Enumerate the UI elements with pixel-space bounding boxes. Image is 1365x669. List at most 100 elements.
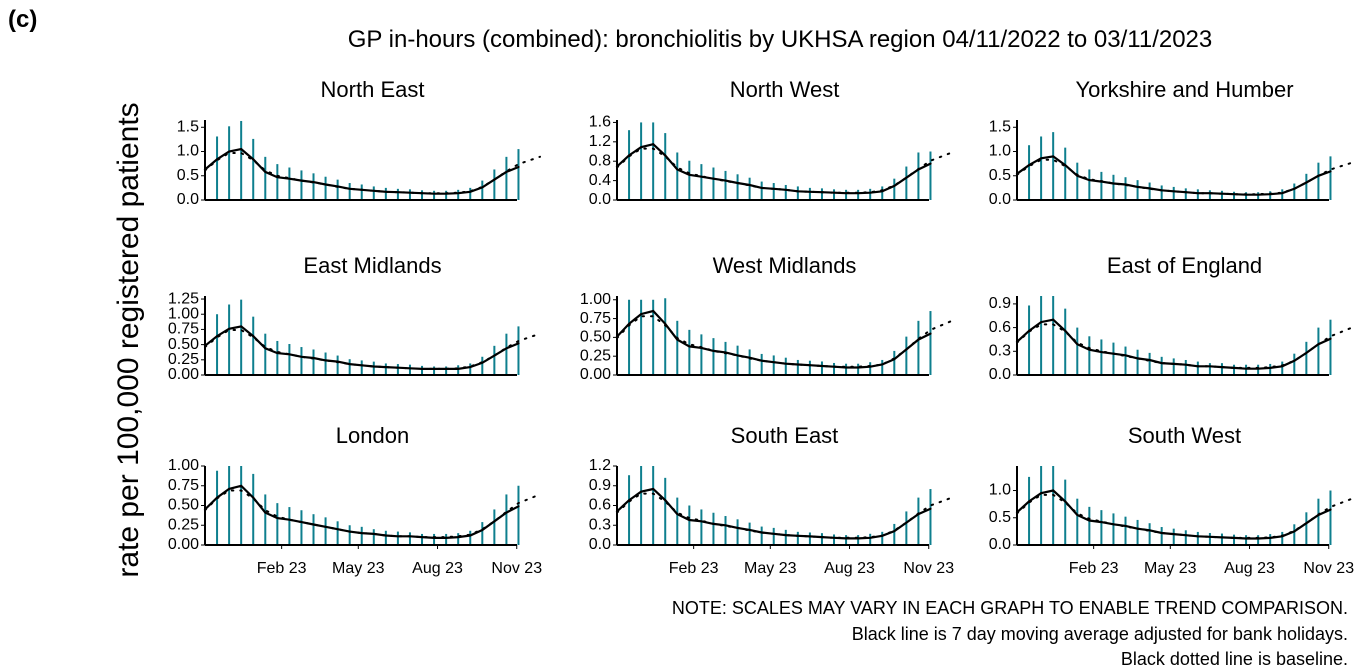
bar	[784, 184, 787, 200]
bar	[652, 122, 655, 200]
x-tick-label: Nov 23	[903, 560, 954, 577]
bar	[481, 180, 484, 200]
bar	[505, 494, 508, 545]
baseline-line	[204, 329, 541, 370]
bar	[881, 531, 884, 545]
bar	[384, 187, 387, 200]
bar	[676, 497, 679, 545]
bar	[1112, 513, 1115, 545]
y-tick-label: 0.00	[580, 366, 611, 383]
y-tick-label: 1.0	[177, 143, 199, 160]
bar	[688, 329, 691, 375]
bar	[1100, 171, 1103, 200]
average-line	[615, 142, 932, 195]
bar	[324, 352, 327, 375]
bar	[481, 522, 484, 545]
bar	[264, 156, 267, 200]
bar	[1088, 169, 1091, 200]
bar	[1100, 510, 1103, 545]
y-tick-label: 1.5	[989, 118, 1011, 135]
bar	[1233, 534, 1236, 545]
bar	[784, 529, 787, 545]
bar	[312, 173, 315, 200]
baseline-line	[1016, 493, 1353, 539]
bar	[1317, 327, 1320, 375]
panel-title: London	[336, 423, 409, 448]
bar	[736, 345, 739, 375]
bar	[1136, 519, 1139, 545]
bar	[1245, 192, 1248, 200]
y-tick-label: 1.0	[989, 143, 1011, 160]
bar	[421, 533, 424, 545]
bar	[772, 527, 775, 545]
bar	[772, 183, 775, 200]
baseline-line	[616, 315, 953, 368]
bar	[796, 186, 799, 200]
bar	[517, 326, 520, 375]
bar	[893, 350, 896, 375]
bar	[1293, 524, 1296, 545]
bar	[1172, 528, 1175, 545]
bar	[796, 531, 799, 545]
y-tick-label: 0.75	[168, 477, 199, 494]
panel-title: East Midlands	[303, 253, 441, 278]
bar	[808, 532, 811, 545]
bar	[1160, 356, 1163, 375]
y-tick-label: 0.25	[168, 351, 199, 368]
average-line	[615, 487, 932, 540]
bar	[1208, 190, 1211, 200]
bar	[1160, 185, 1163, 200]
bar	[1281, 361, 1284, 375]
y-tick-label: 0.00	[168, 536, 199, 553]
x-tick-label: Nov 23	[1303, 560, 1354, 577]
bar	[736, 519, 739, 545]
bar	[1064, 479, 1067, 545]
y-tick-label: 1.00	[168, 457, 199, 474]
bar	[1317, 162, 1320, 200]
y-tick-label: 1.5	[177, 118, 199, 135]
bar	[457, 365, 460, 375]
bar	[700, 164, 703, 200]
y-tick-label: 0.3	[589, 516, 611, 533]
bar	[384, 363, 387, 375]
bar	[845, 535, 848, 545]
bar	[676, 152, 679, 200]
y-tick-label: 0.50	[168, 497, 199, 514]
bar	[869, 188, 872, 200]
bar	[505, 156, 508, 200]
bar	[360, 184, 363, 200]
bar	[1160, 527, 1163, 545]
bar	[240, 466, 243, 545]
y-tick-label: 0.0	[589, 536, 611, 553]
x-tick-label: May 23	[1144, 560, 1197, 577]
bar	[893, 523, 896, 545]
bar	[1040, 466, 1043, 545]
bar	[1196, 361, 1199, 375]
bar	[433, 533, 436, 545]
y-tick-label: 0.0	[989, 191, 1011, 208]
bar	[288, 507, 291, 545]
bar	[445, 190, 448, 200]
y-tick-label: 0.9	[989, 295, 1011, 312]
y-tick-label: 1.6	[589, 114, 611, 131]
bar	[372, 529, 375, 545]
y-tick-label: 1.0	[989, 482, 1011, 499]
bar	[652, 299, 655, 375]
x-tick-label: Feb 23	[257, 560, 307, 577]
bar	[869, 533, 872, 545]
bar	[845, 363, 848, 375]
bar	[1172, 358, 1175, 375]
bar	[517, 485, 520, 545]
bar	[1088, 336, 1091, 375]
x-tick-label: May 23	[332, 560, 385, 577]
bar	[276, 503, 279, 545]
bar	[469, 363, 472, 375]
bar	[276, 164, 279, 200]
y-tick-label: 0.75	[580, 310, 611, 327]
y-tick-label: 0.0	[989, 536, 1011, 553]
bar	[228, 126, 231, 200]
bar	[1112, 174, 1115, 200]
bar	[1148, 182, 1151, 200]
bar	[445, 533, 448, 545]
bar	[640, 122, 643, 200]
